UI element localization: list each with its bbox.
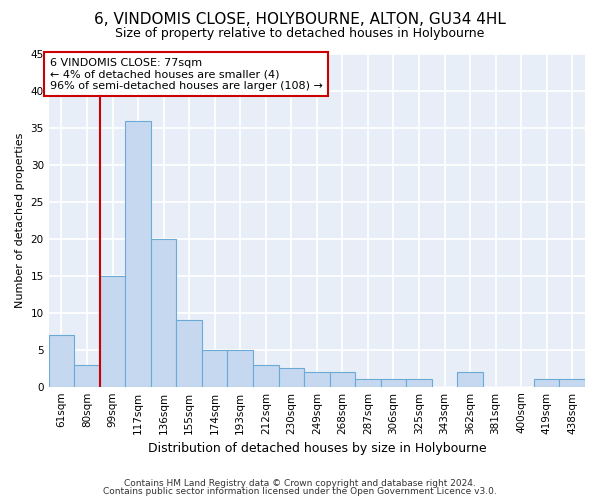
- Text: Size of property relative to detached houses in Holybourne: Size of property relative to detached ho…: [115, 28, 485, 40]
- Text: 6 VINDOMIS CLOSE: 77sqm
← 4% of detached houses are smaller (4)
96% of semi-deta: 6 VINDOMIS CLOSE: 77sqm ← 4% of detached…: [50, 58, 323, 91]
- Bar: [329, 372, 355, 386]
- Bar: [151, 239, 176, 386]
- Text: Contains HM Land Registry data © Crown copyright and database right 2024.: Contains HM Land Registry data © Crown c…: [124, 478, 476, 488]
- Y-axis label: Number of detached properties: Number of detached properties: [15, 132, 25, 308]
- Bar: [74, 364, 100, 386]
- Bar: [100, 276, 125, 386]
- X-axis label: Distribution of detached houses by size in Holybourne: Distribution of detached houses by size …: [148, 442, 486, 455]
- Bar: [534, 380, 559, 386]
- Bar: [457, 372, 483, 386]
- Bar: [278, 368, 304, 386]
- Bar: [227, 350, 253, 387]
- Bar: [559, 380, 585, 386]
- Text: 6, VINDOMIS CLOSE, HOLYBOURNE, ALTON, GU34 4HL: 6, VINDOMIS CLOSE, HOLYBOURNE, ALTON, GU…: [94, 12, 506, 28]
- Bar: [406, 380, 432, 386]
- Bar: [202, 350, 227, 387]
- Bar: [380, 380, 406, 386]
- Bar: [176, 320, 202, 386]
- Bar: [125, 120, 151, 386]
- Bar: [355, 380, 380, 386]
- Bar: [304, 372, 329, 386]
- Bar: [253, 364, 278, 386]
- Text: Contains public sector information licensed under the Open Government Licence v3: Contains public sector information licen…: [103, 487, 497, 496]
- Bar: [49, 335, 74, 386]
